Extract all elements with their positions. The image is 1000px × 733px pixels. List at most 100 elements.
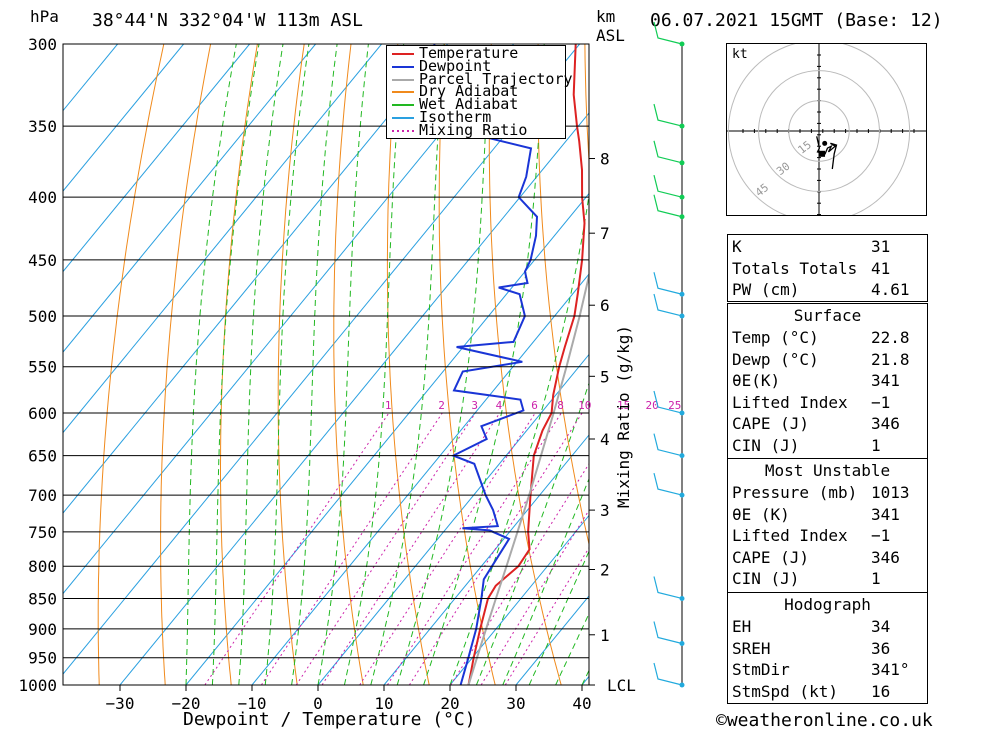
parcel-trajectory-profile [467,271,589,685]
table-row-label: CIN (J) [732,569,800,588]
wind-barb [653,621,683,645]
legend-entry: Wet Adiabat [387,95,565,114]
table-row-value: 4.61 [871,280,910,299]
mixing-ratio-label: 6 [531,399,538,412]
table-row: StmSpd (kt) 16 [728,681,927,702]
wind-barb [653,390,683,414]
km-tick-label: 4 [600,430,610,449]
table-row: θE(K) 341 [728,370,927,391]
km-unit-label: km [596,7,616,26]
wind-barb [653,662,683,686]
mixing-ratio-label: 8 [557,399,564,412]
km-tick-label: 5 [600,367,610,386]
table-row-label: StmSpd (kt) [732,681,838,701]
mixing-ratio-label: 10 [578,399,591,412]
surface-table: Surface Temp (°C) 22.8 Dewp (°C) 21.8 θE(K) 34… [727,303,928,459]
isotherm-line [119,112,589,685]
pressure-tick-label: 300 [28,35,57,54]
km-tick-label: 1 [600,626,610,645]
table-title-text: Hodograph [784,595,871,614]
wet-adiabat-line [211,44,260,685]
table-row-value: 31 [871,237,891,256]
temperature-profile [467,44,586,685]
pressure-tick-label: 350 [28,117,57,136]
dry-adiabat-line [160,44,212,685]
pressure-tick-label: 400 [28,188,57,207]
table-row: StmDir 341° [728,659,927,680]
wind-barb [653,194,683,218]
mixing-ratio-label: 1 [385,399,392,412]
temperature-tick-label: −30 [106,694,135,713]
most-unstable-table: Most Unstable Pressure (mb) 1013 θE (K) 341 L… [727,458,928,593]
table-row: Temp (°C) 22.8 [728,327,927,348]
legend-label: Dry Adiabat [419,82,519,101]
table-row: Pressure (mb) 1013 [728,482,927,503]
table-row: PW (cm) 4.61 [728,279,927,300]
table-row-value: −1 [871,526,891,545]
storm-motion-marker [819,150,826,157]
table-row-value: 341 [871,504,900,524]
pressure-tick-label: 600 [28,404,57,423]
table-row-label: CAPE (J) [732,414,810,433]
legend-label: Mixing Ratio [419,120,528,139]
table-row: K 31 [728,236,927,257]
pressure-tick-label: 450 [28,251,57,270]
isotherm-line [63,44,581,675]
table-row-label: SREH [732,638,771,658]
isotherm-line [63,44,383,434]
wet-adiabat-line [555,612,589,685]
table-row-label: Temp (°C) [732,328,819,347]
wind-barb [653,293,683,317]
wind-barb [653,272,683,295]
table-row-value: 1 [871,435,881,455]
temperature-tick-label: 0 [313,694,323,713]
table-row-label: Totals Totals [732,258,858,278]
table-title: Surface [728,305,927,326]
hpa-unit-label: hPa [30,7,59,26]
legend-entry: Isotherm [387,108,565,126]
dry-adiabat-line [220,44,258,685]
legend-label: Isotherm [419,108,492,126]
table-row-value: −1 [871,392,891,412]
table-row: CIN (J) 1 [728,568,927,589]
table-row-label: Lifted Index [732,392,848,412]
dry-adiabat-line [959,44,1000,685]
plot-frame [62,43,590,686]
table-row-value: 1 [871,569,881,588]
hodograph-ring-label: 15 [796,138,814,156]
isotherm-line [63,44,185,192]
mixing-ratio-label: 20 [646,399,659,412]
legend-entry: Dewpoint [387,57,565,75]
isotherm-line [317,353,589,685]
table-row-value: 346 [871,547,900,567]
wind-barb [653,103,683,127]
isotherm-line [63,44,449,514]
table-row: Dewp (°C) 21.8 [728,349,927,370]
isotherm-line [251,273,589,685]
pressure-tick-label: 950 [28,649,57,668]
mixing-ratio-label: 2 [438,399,445,412]
table-row-label: Pressure (mb) [732,483,858,502]
hodograph-table: Hodograph EH 34 SREH 36 StmDir 341° StmSpd (kt)… [727,592,928,704]
table-row: EH 34 [728,616,927,637]
pressure-tick-label: 700 [28,486,57,505]
mixing-ratio-line [408,412,583,685]
wind-barb [653,175,683,198]
legend-entry: Parcel Trajectory [387,70,573,88]
chart-legend: Temperature Dewpoint Parcel Trajectory Dry … [386,44,573,139]
indices-table: K 31 Totals Totals 41 PW (cm) 4.61 [727,234,928,302]
legend-label: Wet Adiabat [419,95,519,114]
isotherm-line [185,192,589,685]
wet-adiabat-line [238,44,284,685]
table-row-label: K [732,237,742,256]
table-row-value: 341 [871,371,900,390]
table-row-value: 22.8 [871,328,910,347]
pressure-tick-label: 500 [28,307,57,326]
isotherm-line [383,434,589,685]
mixing-ratio-label: 15 [617,399,630,412]
pressure-tick-label: 650 [28,447,57,466]
table-row-value: 41 [871,258,891,278]
mixing-ratio-line [204,412,390,685]
table-row: CIN (J) 1 [728,435,927,456]
